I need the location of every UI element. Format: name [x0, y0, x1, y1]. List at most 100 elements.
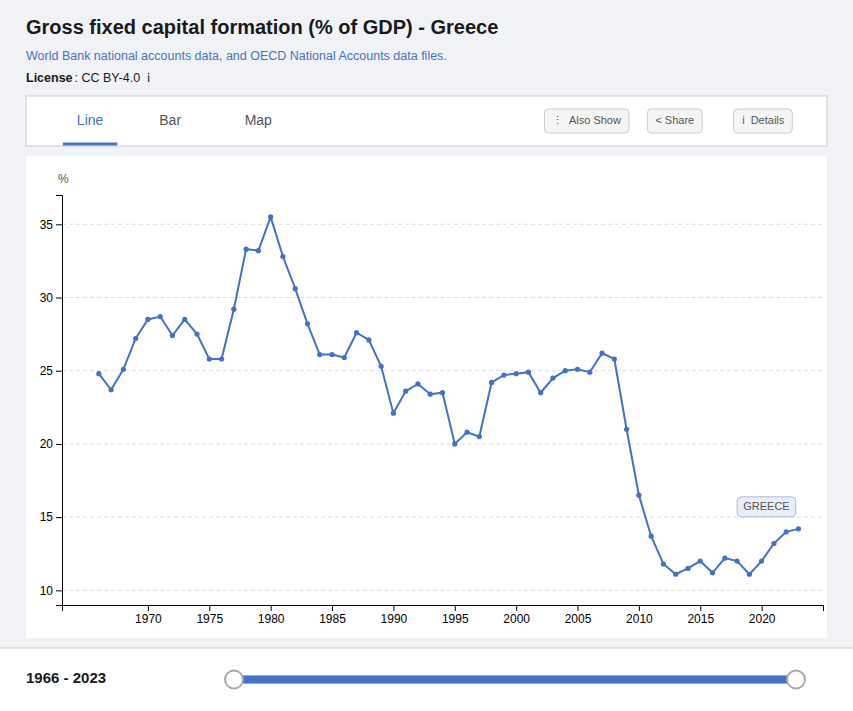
axis-line [56, 196, 63, 606]
point [722, 556, 727, 561]
footer [0, 648, 853, 711]
point [771, 541, 776, 546]
button-label[interactable]: ⋮ Also Show [552, 114, 621, 126]
grid [62, 224, 823, 590]
point [342, 355, 347, 360]
point [796, 526, 801, 531]
tab[interactable]: Bar [159, 112, 181, 128]
y-axis: 101520253035 [40, 196, 63, 606]
point [244, 247, 249, 252]
point [121, 367, 126, 372]
tick: 35 [40, 218, 62, 232]
background [0, 0, 853, 711]
point [182, 317, 187, 322]
tick-label: 10 [40, 584, 54, 598]
tick-label: 2010 [626, 612, 653, 626]
point [268, 214, 273, 219]
date-range-label: 1966 - 2023 [26, 669, 106, 686]
point [256, 248, 261, 253]
point [329, 352, 334, 357]
tick-mark [700, 605, 701, 611]
tick: 1970 [135, 605, 162, 626]
button-box[interactable] [647, 109, 702, 133]
tick-mark [639, 605, 640, 611]
slider-track[interactable] [230, 676, 800, 684]
point [207, 356, 212, 361]
point [108, 387, 113, 392]
point [391, 411, 396, 416]
tick: 2010 [626, 605, 653, 626]
point [293, 286, 298, 291]
title: Gross fixed capital formation (% of GDP)… [26, 16, 498, 38]
tab-bar [26, 96, 827, 146]
point [379, 364, 384, 369]
point [624, 427, 629, 432]
tick-mark [56, 224, 62, 225]
tick-label: 1975 [196, 612, 223, 626]
grid-line [62, 370, 823, 371]
button-box[interactable] [544, 109, 628, 133]
point [759, 558, 764, 563]
y-axis-label: % [58, 172, 69, 186]
plot [96, 214, 801, 576]
point [636, 493, 641, 498]
point [587, 370, 592, 375]
button-label[interactable]: ℹ Details [742, 114, 785, 126]
tick-mark [56, 590, 62, 591]
tick-mark [56, 371, 62, 372]
tick-label: 2000 [503, 612, 530, 626]
tick: 1990 [381, 605, 408, 626]
tab[interactable]: Map [245, 112, 272, 128]
tick-mark [209, 605, 210, 611]
point [194, 332, 199, 337]
point [415, 381, 420, 386]
tick: 2005 [565, 605, 592, 626]
license-text: : CC BY-4.0 ℹ [75, 71, 151, 85]
tick-label: 1970 [135, 612, 162, 626]
tick-mark [56, 298, 62, 299]
slider-handle[interactable] [787, 671, 805, 689]
button[interactable]: ℹ Details [734, 109, 793, 133]
button-box[interactable] [734, 109, 793, 133]
point [440, 390, 445, 395]
point [428, 392, 433, 397]
button-label[interactable]: < Share [655, 114, 694, 126]
grid-line [62, 297, 823, 298]
tick-label: 1985 [319, 612, 346, 626]
point [501, 373, 506, 378]
tab[interactable]: Line [77, 112, 104, 128]
point [550, 375, 555, 380]
subtitle: World Bank national accounts data, and O… [26, 49, 447, 63]
point [464, 430, 469, 435]
slider-fill[interactable] [240, 676, 790, 684]
tick: 1980 [258, 605, 285, 626]
series-line [99, 217, 799, 574]
tick-label: 30 [40, 291, 54, 305]
point [158, 314, 163, 319]
button[interactable]: ⋮ Also Show [544, 109, 628, 133]
point [599, 351, 604, 356]
point [354, 330, 359, 335]
point [514, 371, 519, 376]
tick: 1975 [196, 605, 223, 626]
tick: 20 [40, 437, 62, 451]
grid-line [62, 443, 823, 444]
tick-mark [332, 605, 333, 611]
point [219, 356, 224, 361]
tick-label: 2005 [565, 612, 592, 626]
tick: 1985 [319, 605, 346, 626]
tick-label: 1990 [381, 612, 408, 626]
point [612, 356, 617, 361]
tick: 30 [40, 291, 62, 305]
button[interactable]: < Share [647, 109, 702, 133]
tick-mark [56, 517, 62, 518]
slider-handle[interactable] [225, 671, 243, 689]
point [403, 389, 408, 394]
tick-label: 25 [40, 364, 54, 378]
point [661, 561, 666, 566]
tick: 2000 [503, 605, 530, 626]
point [747, 572, 752, 577]
tick: 2015 [687, 605, 714, 626]
point [563, 368, 568, 373]
point [734, 558, 739, 563]
